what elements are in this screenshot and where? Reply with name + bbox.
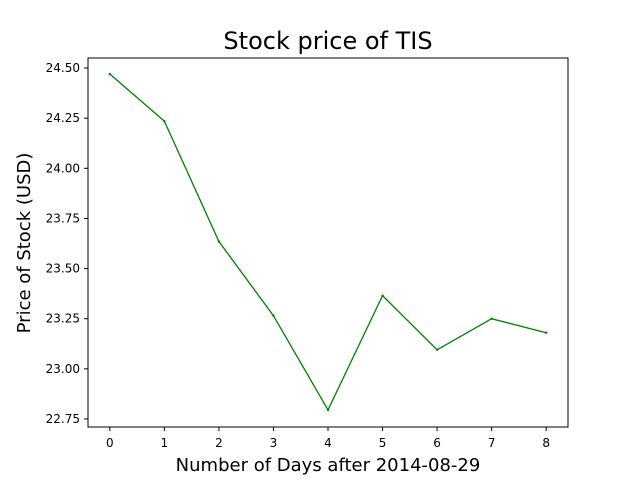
x-tick-label: 0 — [106, 436, 114, 450]
y-tick-label: 24.00 — [46, 161, 80, 175]
y-tick-label: 23.50 — [46, 262, 80, 276]
data-point-7 — [490, 317, 493, 320]
plot-area: 0 1 2 3 4 5 6 7 8 22.75 23.00 23.25 23.50 23.75 24.00 2… — [46, 57, 569, 450]
data-point-8 — [544, 331, 548, 334]
y-tick-label: 23.00 — [46, 362, 80, 376]
x-tick-label: 3 — [270, 436, 278, 450]
y-tick-label: 24.25 — [46, 111, 80, 125]
x-tick-label: 2 — [215, 436, 223, 450]
x-axis-label: Number of Days after 2014-08-29 — [176, 455, 481, 476]
data-point-5 — [381, 294, 384, 297]
data-point-1 — [163, 119, 166, 123]
x-tick-label: 4 — [324, 436, 332, 450]
data-point-0 — [108, 72, 112, 76]
x-tick-label: 1 — [161, 436, 169, 450]
x-tick-label: 8 — [542, 436, 550, 450]
data-point-3 — [272, 314, 275, 317]
y-tick-label: 23.25 — [46, 312, 80, 326]
plot-frame — [87, 57, 569, 428]
data-point-6 — [435, 348, 439, 351]
x-tick-label: 5 — [379, 436, 387, 450]
data-point-4 — [326, 408, 330, 412]
x-tick-label: 6 — [433, 436, 441, 450]
y-tick-label: 23.75 — [46, 211, 80, 225]
data-point-2 — [217, 240, 221, 243]
y-tick-label: 24.50 — [46, 61, 80, 75]
y-axis-label: Price of Stock (USD) — [14, 153, 35, 334]
y-tick-label: 22.75 — [46, 412, 80, 426]
chart-title: Stock price of TIS — [223, 27, 432, 55]
series-line-0 — [109, 73, 547, 412]
x-tick-label: 7 — [488, 436, 496, 450]
